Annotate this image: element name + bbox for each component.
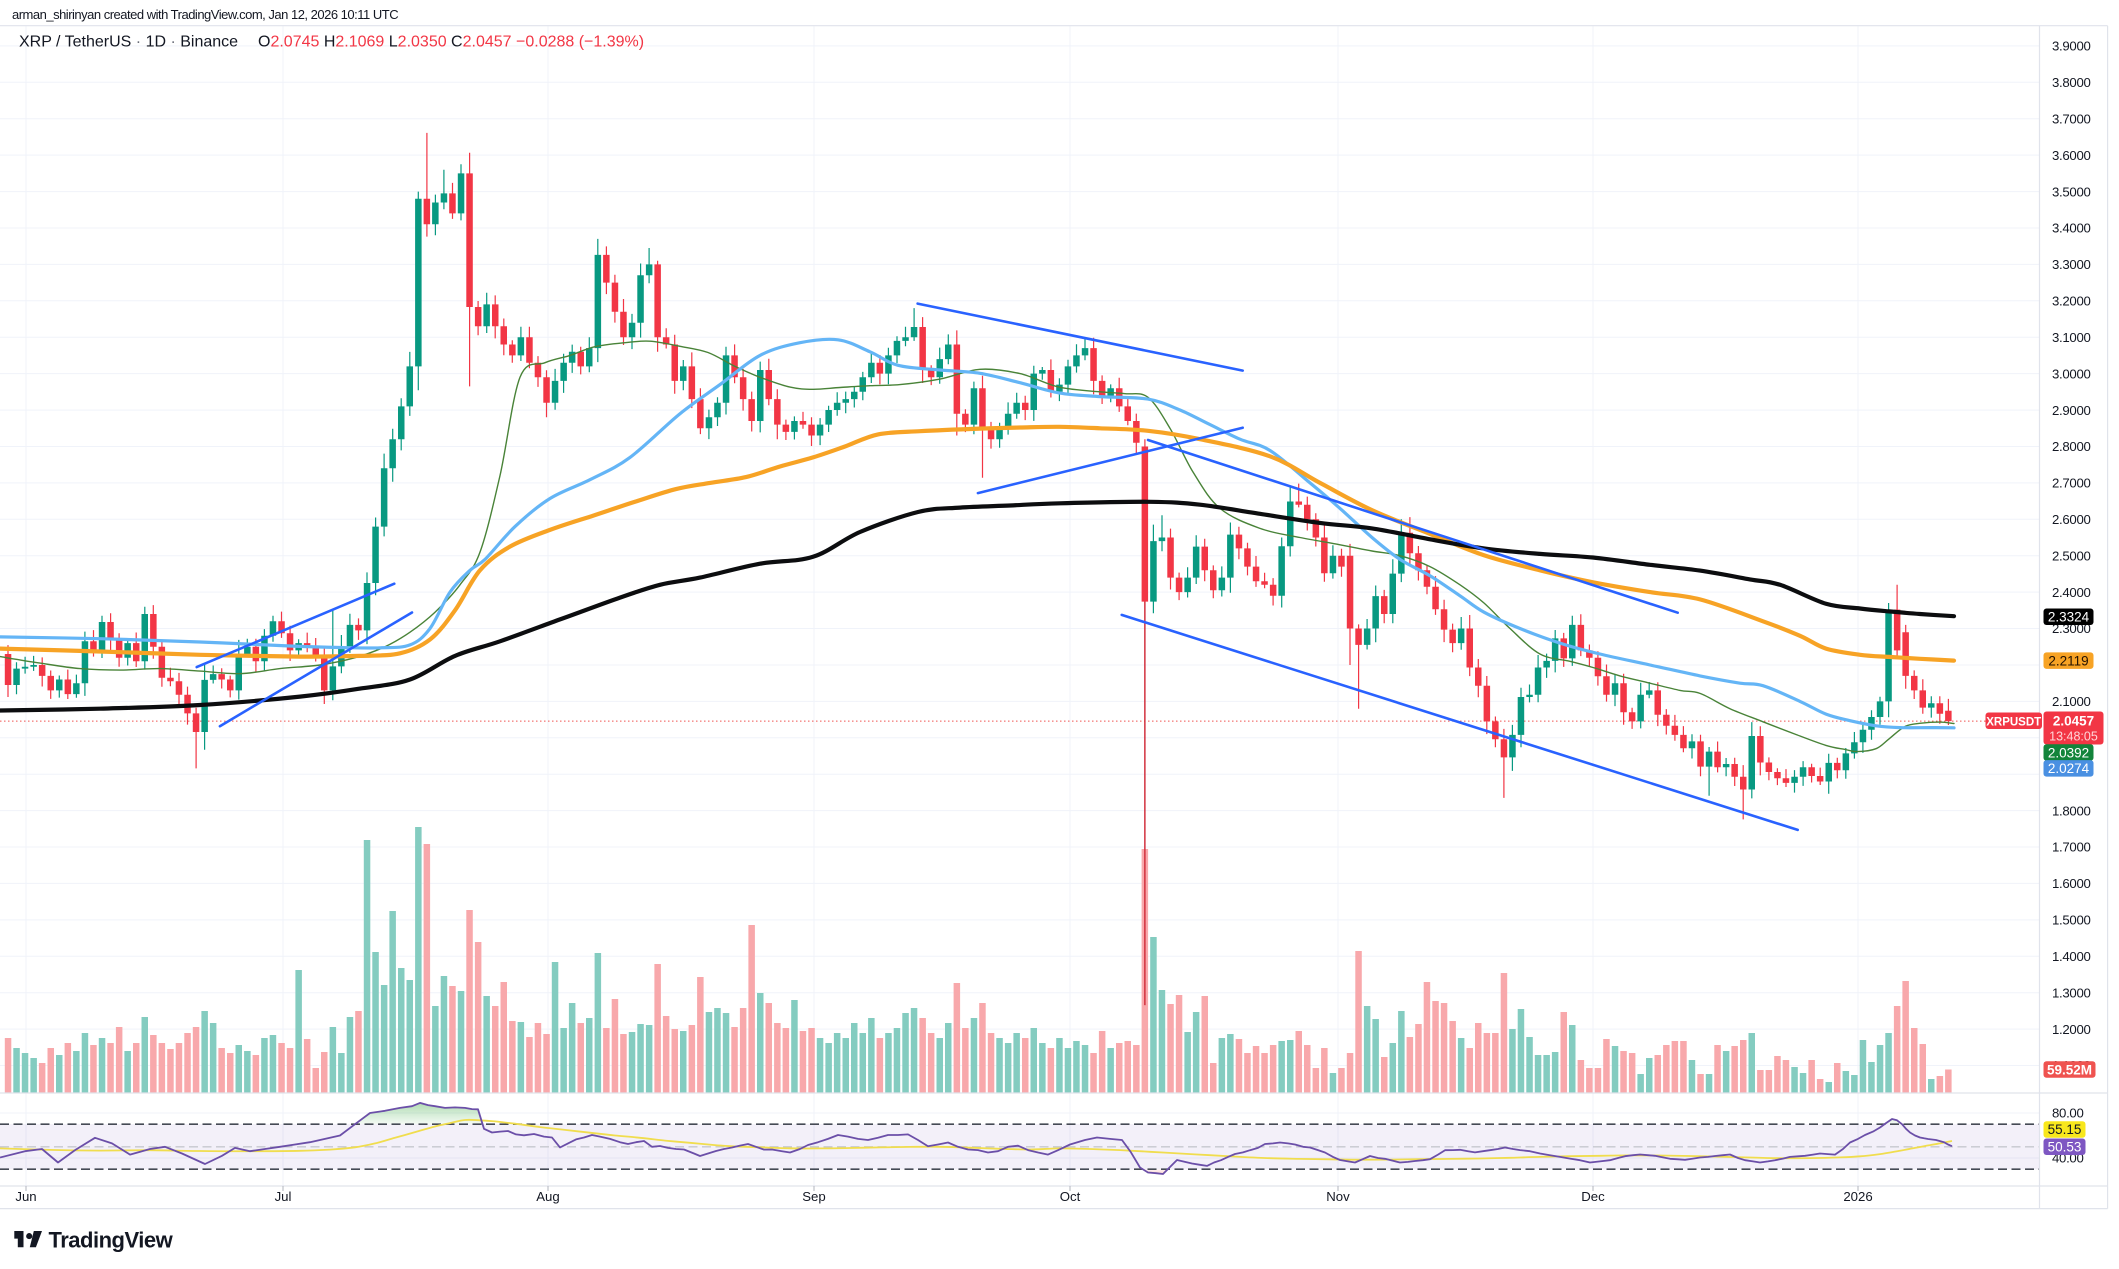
svg-text:1.5000: 1.5000 <box>2052 913 2091 928</box>
svg-text:80.00: 80.00 <box>2052 1106 2084 1121</box>
svg-text:1.7000: 1.7000 <box>2052 840 2091 855</box>
svg-text:2.0392: 2.0392 <box>2048 745 2089 760</box>
svg-text:3.7000: 3.7000 <box>2052 111 2091 126</box>
svg-text:Aug: Aug <box>536 1189 559 1204</box>
svg-text:3.9000: 3.9000 <box>2052 39 2091 54</box>
svg-text:3.0000: 3.0000 <box>2052 366 2091 381</box>
svg-text:Nov: Nov <box>1326 1189 1350 1204</box>
svg-text:55.15: 55.15 <box>2048 1122 2082 1137</box>
svg-text:Oct: Oct <box>1060 1189 1081 1204</box>
svg-text:2.6000: 2.6000 <box>2052 512 2091 527</box>
svg-text:13:48:05: 13:48:05 <box>2049 730 2098 744</box>
svg-text:TradingView: TradingView <box>49 1227 174 1252</box>
svg-text:3.1000: 3.1000 <box>2052 330 2091 345</box>
svg-text:Dec: Dec <box>1581 1189 1605 1204</box>
svg-text:2.8000: 2.8000 <box>2052 439 2091 454</box>
svg-text:2.0274: 2.0274 <box>2048 761 2090 776</box>
svg-text:2.3324: 2.3324 <box>2048 610 2090 625</box>
svg-text:2.7000: 2.7000 <box>2052 476 2091 491</box>
svg-text:3.6000: 3.6000 <box>2052 148 2091 163</box>
svg-text:3.3000: 3.3000 <box>2052 257 2091 272</box>
svg-text:2026: 2026 <box>1843 1189 1872 1204</box>
svg-text:2.1000: 2.1000 <box>2052 694 2091 709</box>
svg-text:2.4000: 2.4000 <box>2052 585 2091 600</box>
svg-text:2.5000: 2.5000 <box>2052 548 2091 563</box>
svg-text:XRPUSDT: XRPUSDT <box>1986 716 2041 728</box>
svg-text:Jul: Jul <box>275 1189 292 1204</box>
svg-text:2.9000: 2.9000 <box>2052 403 2091 418</box>
svg-text:1.6000: 1.6000 <box>2052 876 2091 891</box>
svg-text:1.2000: 1.2000 <box>2052 1022 2091 1037</box>
svg-text:3.4000: 3.4000 <box>2052 221 2091 236</box>
svg-text:59.52M: 59.52M <box>2047 1062 2092 1077</box>
svg-text:3.2000: 3.2000 <box>2052 294 2091 309</box>
svg-text:1.8000: 1.8000 <box>2052 803 2091 818</box>
svg-text:3.8000: 3.8000 <box>2052 75 2091 90</box>
svg-text:Sep: Sep <box>802 1189 825 1204</box>
svg-text:2.2119: 2.2119 <box>2048 653 2088 668</box>
svg-text:3.5000: 3.5000 <box>2052 184 2091 199</box>
svg-text:1.3000: 1.3000 <box>2052 985 2091 1000</box>
svg-text:1.4000: 1.4000 <box>2052 949 2091 964</box>
svg-text:50.53: 50.53 <box>2048 1140 2082 1155</box>
svg-text:Jun: Jun <box>15 1189 36 1204</box>
svg-text:2.0457: 2.0457 <box>2053 714 2094 729</box>
svg-text:arman_shirinyan created with T: arman_shirinyan created with TradingView… <box>12 7 398 22</box>
svg-text:O2.0745 H2.1069 L2.0350 C2.: O2.0745 H2.1069 L2.0350 C2.0457 −0.0288 … <box>258 34 644 51</box>
svg-text:XRP / TetherUS · 1D · Binance: XRP / TetherUS · 1D · Binance <box>19 34 238 51</box>
